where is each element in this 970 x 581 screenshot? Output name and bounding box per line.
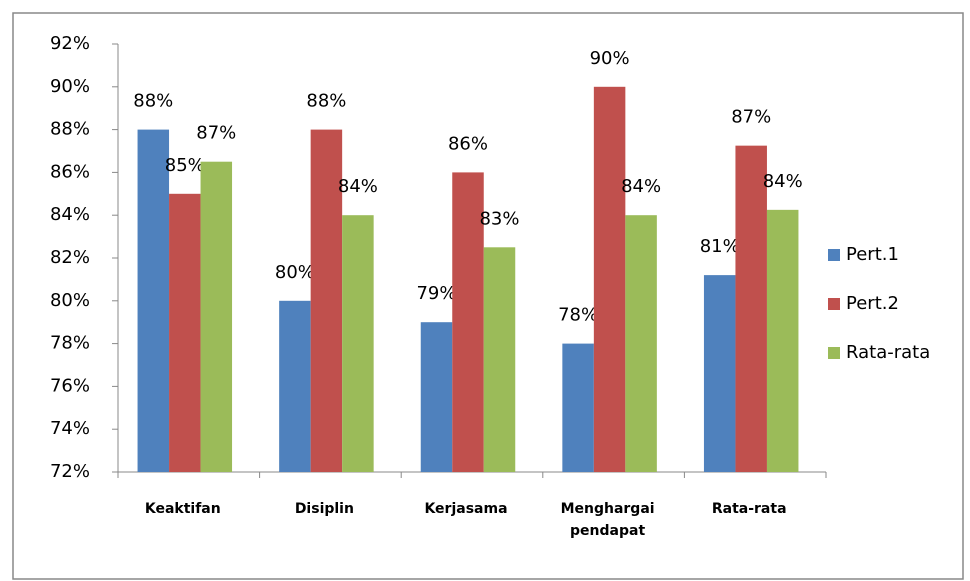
bar (279, 300, 311, 472)
y-tick-label: 88% (50, 119, 90, 140)
bar (735, 145, 767, 472)
y-tick-label: 84% (50, 204, 90, 225)
x-tick-label: Rata-rata (711, 501, 787, 517)
data-label: 84% (763, 171, 803, 192)
bar (703, 275, 736, 472)
legend-swatch (828, 347, 840, 359)
x-tick-label: Menghargai pendapat (560, 501, 655, 539)
legend-swatch (828, 249, 840, 261)
y-tick-label: 72% (50, 461, 90, 482)
y-tick-label: 92% (50, 33, 90, 54)
bar (137, 129, 170, 472)
data-label: 78% (558, 305, 598, 326)
data-label: 83% (479, 208, 519, 229)
y-tick-label: 86% (50, 161, 90, 182)
y-tick-label: 90% (50, 76, 90, 97)
data-label: 88% (133, 91, 173, 112)
bar (593, 86, 626, 473)
bar (310, 129, 343, 472)
y-tick-label: 74% (50, 418, 90, 439)
y-tick-label: 78% (50, 333, 90, 354)
x-tick-label: Kerjasama (424, 501, 508, 517)
legend-label: Pert.2 (846, 293, 899, 314)
bar (420, 322, 453, 472)
data-label: 81% (700, 236, 740, 257)
bar (625, 215, 657, 472)
bar (452, 172, 484, 472)
legend-label: Pert.1 (846, 244, 899, 265)
data-label: 80% (275, 262, 315, 283)
legend-swatch (828, 298, 840, 310)
legend-label: Rata-rata (846, 342, 930, 363)
data-label: 85% (165, 155, 205, 176)
y-tick-label: 82% (50, 247, 90, 268)
data-label: 88% (306, 91, 346, 112)
data-label: 90% (590, 48, 630, 69)
data-label: 84% (621, 176, 661, 197)
y-tick-label: 80% (50, 290, 90, 311)
bar (766, 209, 799, 472)
data-label: 86% (448, 133, 488, 154)
bar (562, 343, 594, 472)
data-label: 87% (196, 123, 236, 144)
data-label: 84% (338, 176, 378, 197)
bar (483, 247, 516, 472)
bar (169, 193, 201, 473)
data-label: 79% (416, 283, 456, 304)
x-tick-label: Disiplin (294, 501, 354, 517)
y-tick-label: 76% (50, 375, 90, 396)
x-tick-label: Keaktifan (144, 501, 221, 517)
data-label: 87% (731, 107, 771, 128)
bar (342, 215, 374, 472)
bar (200, 161, 233, 472)
